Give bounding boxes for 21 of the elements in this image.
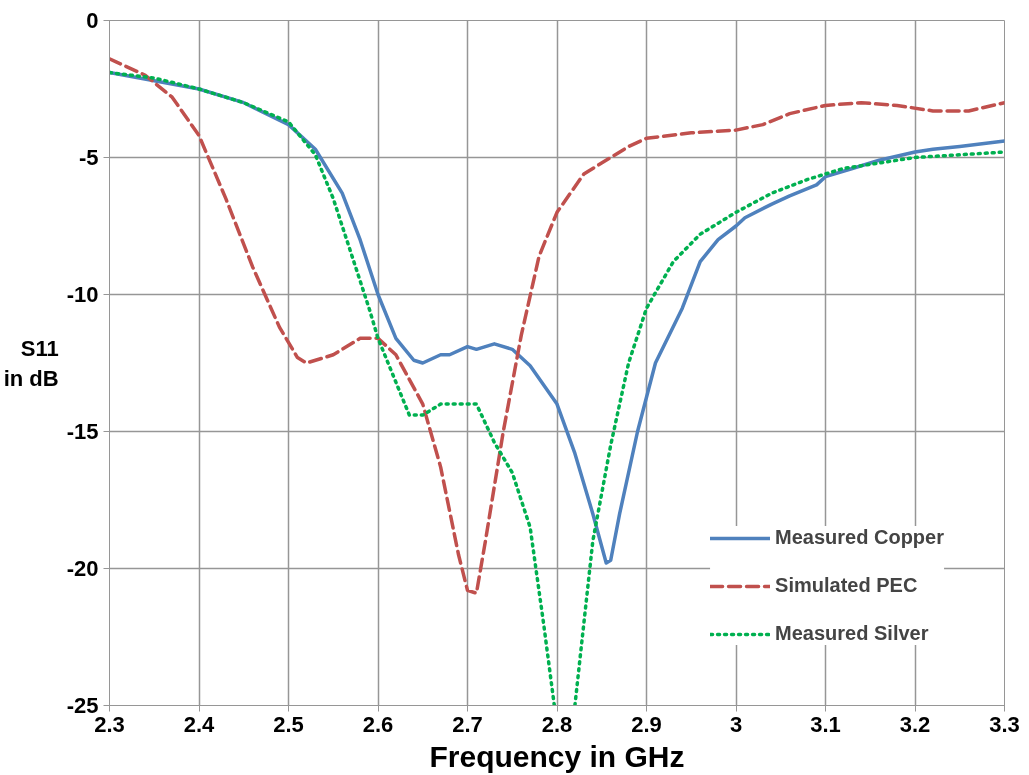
legend-label: Simulated PEC bbox=[775, 574, 918, 597]
x-tick-label: 2.5 bbox=[273, 711, 304, 737]
legend-label: Measured Silver bbox=[775, 622, 929, 645]
y-tick-label: -5 bbox=[78, 145, 99, 170]
x-tick-label: 2.4 bbox=[183, 711, 216, 737]
legend-label: Measured Copper bbox=[775, 526, 944, 549]
y-tick-label: -15 bbox=[66, 419, 99, 444]
y-tick-label: -20 bbox=[66, 556, 99, 581]
y-axis-title: S11 in dB bbox=[3, 335, 59, 391]
x-tick-label: 3.1 bbox=[810, 711, 841, 737]
y-tick-label: -10 bbox=[66, 282, 99, 307]
y-tick-label: -25 bbox=[66, 693, 99, 718]
x-tick-label: 3.2 bbox=[899, 711, 931, 737]
y-tick-label: 0 bbox=[86, 8, 99, 33]
x-tick-label: 3 bbox=[729, 711, 743, 737]
x-tick-label: 2.7 bbox=[452, 711, 483, 737]
x-tick-label: 3.3 bbox=[989, 711, 1020, 737]
x-tick-label: 2.8 bbox=[541, 711, 573, 737]
x-tick-label: 2.9 bbox=[631, 711, 662, 737]
x-tick-label: 2.6 bbox=[362, 711, 394, 737]
x-axis-title: Frequency in GHz bbox=[429, 739, 685, 773]
